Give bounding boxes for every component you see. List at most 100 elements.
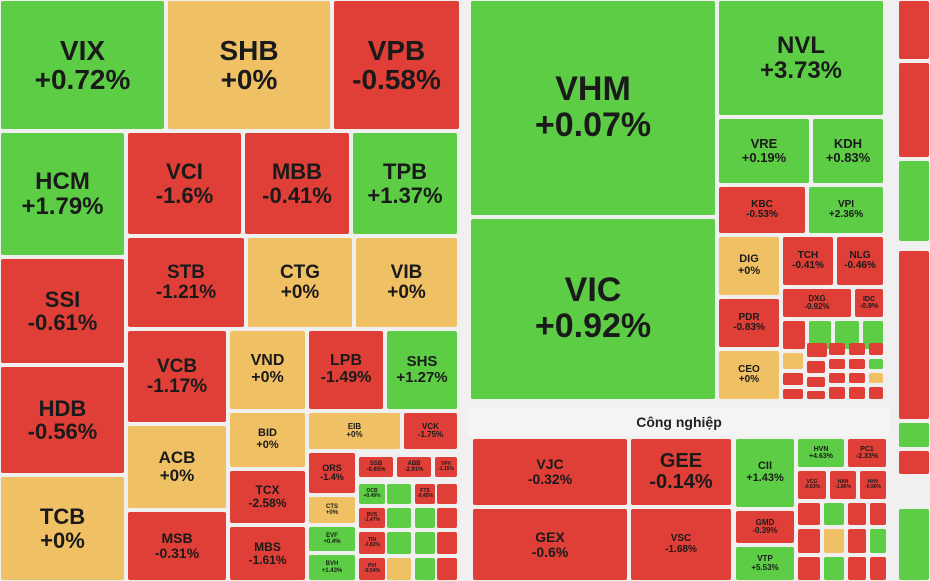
stock-tile[interactable]: DXG -0.92% bbox=[783, 289, 851, 317]
tile-change: +4.63% bbox=[809, 453, 833, 460]
filler-tile bbox=[829, 359, 845, 369]
stock-tile[interactable]: TCX -2.58% bbox=[230, 471, 305, 523]
stock-tile[interactable]: KBC -0.53% bbox=[719, 187, 805, 233]
stock-tile[interactable]: VCK -1.75% bbox=[404, 413, 457, 449]
stock-tile[interactable]: SHS +1.27% bbox=[387, 331, 457, 409]
stock-tile[interactable]: KDH +0.83% bbox=[813, 119, 883, 183]
stock-tile[interactable]: PDR -0.83% bbox=[719, 299, 779, 347]
tile-ticker: BVS bbox=[366, 511, 378, 518]
stock-tile[interactable]: BVH +1.43% bbox=[309, 555, 355, 580]
stock-tile[interactable]: VJC -0.32% bbox=[473, 439, 627, 505]
stock-tile[interactable]: TPB +1.37% bbox=[353, 133, 457, 234]
filler-tile bbox=[415, 532, 435, 554]
stock-tile[interactable]: FTS -0.45% bbox=[415, 484, 435, 504]
stock-tile[interactable]: HCM +1.79% bbox=[1, 133, 124, 255]
stock-tile[interactable]: VIB +0% bbox=[356, 238, 457, 327]
tile-ticker: GEE bbox=[659, 450, 703, 472]
stock-tile[interactable]: HAH -1.86% bbox=[830, 471, 856, 499]
stock-tile[interactable]: TIN -1.83% bbox=[359, 532, 385, 554]
stock-tile[interactable]: OCB +0.49% bbox=[359, 484, 385, 504]
stock-tile[interactable]: CII +1.43% bbox=[736, 439, 794, 507]
tile-change: -0.92% bbox=[804, 302, 830, 311]
stock-tile[interactable]: BVS -1.47% bbox=[359, 508, 385, 528]
filler-tile bbox=[437, 508, 457, 528]
tile-ticker: VCK bbox=[422, 421, 439, 431]
stock-tile[interactable]: PC1 -2.33% bbox=[848, 439, 886, 467]
stock-tile[interactable]: VIX +0.72% bbox=[1, 1, 164, 129]
tile-change: -0.56% bbox=[27, 419, 98, 444]
stock-tile[interactable]: VCB -1.17% bbox=[128, 331, 226, 422]
stock-tile[interactable]: EIB +0% bbox=[309, 413, 400, 449]
tile-change: -1.21% bbox=[155, 281, 217, 303]
tile-ticker: SSI bbox=[44, 286, 81, 312]
stock-tile[interactable]: VHM +0.07% bbox=[471, 1, 715, 215]
tile-change: -0.31% bbox=[154, 545, 200, 561]
filler-tile bbox=[849, 387, 865, 399]
stock-tile[interactable]: VTP +5.53% bbox=[736, 547, 794, 580]
tile-change: -1.47% bbox=[364, 517, 380, 523]
filler-tile bbox=[437, 532, 457, 554]
filler-tile bbox=[829, 373, 845, 383]
filler-tile bbox=[387, 484, 411, 504]
filler-tile bbox=[848, 503, 866, 525]
tile-change: +1.43% bbox=[321, 567, 343, 574]
filler-tile bbox=[869, 373, 883, 383]
stock-tile[interactable]: IDC -0.9% bbox=[855, 289, 883, 317]
stock-tile[interactable]: MBS -1.61% bbox=[230, 527, 305, 580]
stock-tile[interactable]: VSC -1.68% bbox=[631, 509, 731, 580]
tile-change: -1.83% bbox=[364, 542, 380, 548]
stock-tile[interactable]: VPX -1.15% bbox=[435, 457, 457, 477]
filler-tile bbox=[783, 353, 803, 369]
filler-tile bbox=[798, 529, 820, 553]
stock-tile[interactable]: VPI +2.36% bbox=[809, 187, 883, 233]
stock-tile[interactable]: GEE -0.14% bbox=[631, 439, 731, 505]
tile-ticker: PDR bbox=[738, 311, 760, 323]
tile-change: +0% bbox=[737, 265, 761, 277]
stock-tile[interactable]: VRE +0.19% bbox=[719, 119, 809, 183]
stock-tile[interactable]: TCB +0% bbox=[1, 477, 124, 580]
tile-change: -0.32% bbox=[527, 471, 573, 487]
tile-ticker: ORS bbox=[322, 462, 342, 473]
stock-tile[interactable]: NLG -0.46% bbox=[837, 237, 883, 285]
stock-tile[interactable]: EVF +0.4% bbox=[309, 527, 355, 551]
stock-tile[interactable]: SSI -0.61% bbox=[1, 259, 124, 363]
stock-tile[interactable]: SHB +0% bbox=[168, 1, 330, 129]
stock-tile[interactable]: DIG +0% bbox=[719, 237, 779, 295]
tile-ticker: BID bbox=[258, 427, 277, 440]
stock-tile[interactable]: ACB +0% bbox=[128, 426, 226, 508]
stock-tile[interactable]: SSB -0.65% bbox=[359, 457, 393, 477]
stock-tile[interactable]: VIC +0.92% bbox=[471, 219, 715, 399]
stock-tile[interactable]: LPB -1.49% bbox=[309, 331, 383, 409]
tile-ticker: VPI bbox=[837, 198, 855, 210]
filler-tile bbox=[899, 423, 929, 447]
tile-change: -0.41% bbox=[792, 260, 824, 271]
tile-ticker: MSB bbox=[161, 530, 193, 547]
tile-change: -1.61% bbox=[248, 552, 287, 567]
stock-tile[interactable]: BID +0% bbox=[230, 413, 305, 467]
stock-tile[interactable]: PVI -0.54% bbox=[359, 558, 385, 580]
stock-tile[interactable]: TCH -0.41% bbox=[783, 237, 833, 285]
tile-change: +0.4% bbox=[323, 539, 341, 545]
stock-tile[interactable]: GEX -0.6% bbox=[473, 509, 627, 580]
stock-tile[interactable]: STB -1.21% bbox=[128, 238, 244, 327]
stock-tile[interactable]: GMD -0.39% bbox=[736, 511, 794, 543]
tile-ticker: FTS bbox=[420, 487, 430, 494]
tile-ticker: TIN bbox=[367, 536, 377, 543]
stock-tile[interactable]: ORS -1.4% bbox=[309, 453, 355, 493]
tile-ticker: VCI bbox=[166, 159, 203, 185]
stock-tile[interactable]: HDB -0.56% bbox=[1, 367, 124, 473]
stock-tile[interactable]: HHV -0.96% bbox=[860, 471, 886, 499]
stock-tile[interactable]: VPB -0.58% bbox=[334, 1, 459, 129]
stock-tile[interactable]: VCG -0.63% bbox=[798, 471, 826, 499]
stock-tile[interactable]: ABB -2.91% bbox=[397, 457, 431, 477]
stock-tile[interactable]: MBB -0.41% bbox=[245, 133, 349, 234]
stock-tile[interactable]: NVL +3.73% bbox=[719, 1, 883, 115]
stock-tile[interactable]: VCI -1.6% bbox=[128, 133, 241, 234]
stock-tile[interactable]: HVN +4.63% bbox=[798, 439, 844, 467]
stock-tile[interactable]: CEO +0% bbox=[719, 351, 779, 399]
stock-tile[interactable]: CTG +0% bbox=[248, 238, 352, 327]
stock-tile[interactable]: VND +0% bbox=[230, 331, 305, 409]
stock-tile[interactable]: MSB -0.31% bbox=[128, 512, 226, 580]
tile-ticker: CEO bbox=[738, 363, 760, 375]
stock-tile[interactable]: CTS +0% bbox=[309, 497, 355, 523]
